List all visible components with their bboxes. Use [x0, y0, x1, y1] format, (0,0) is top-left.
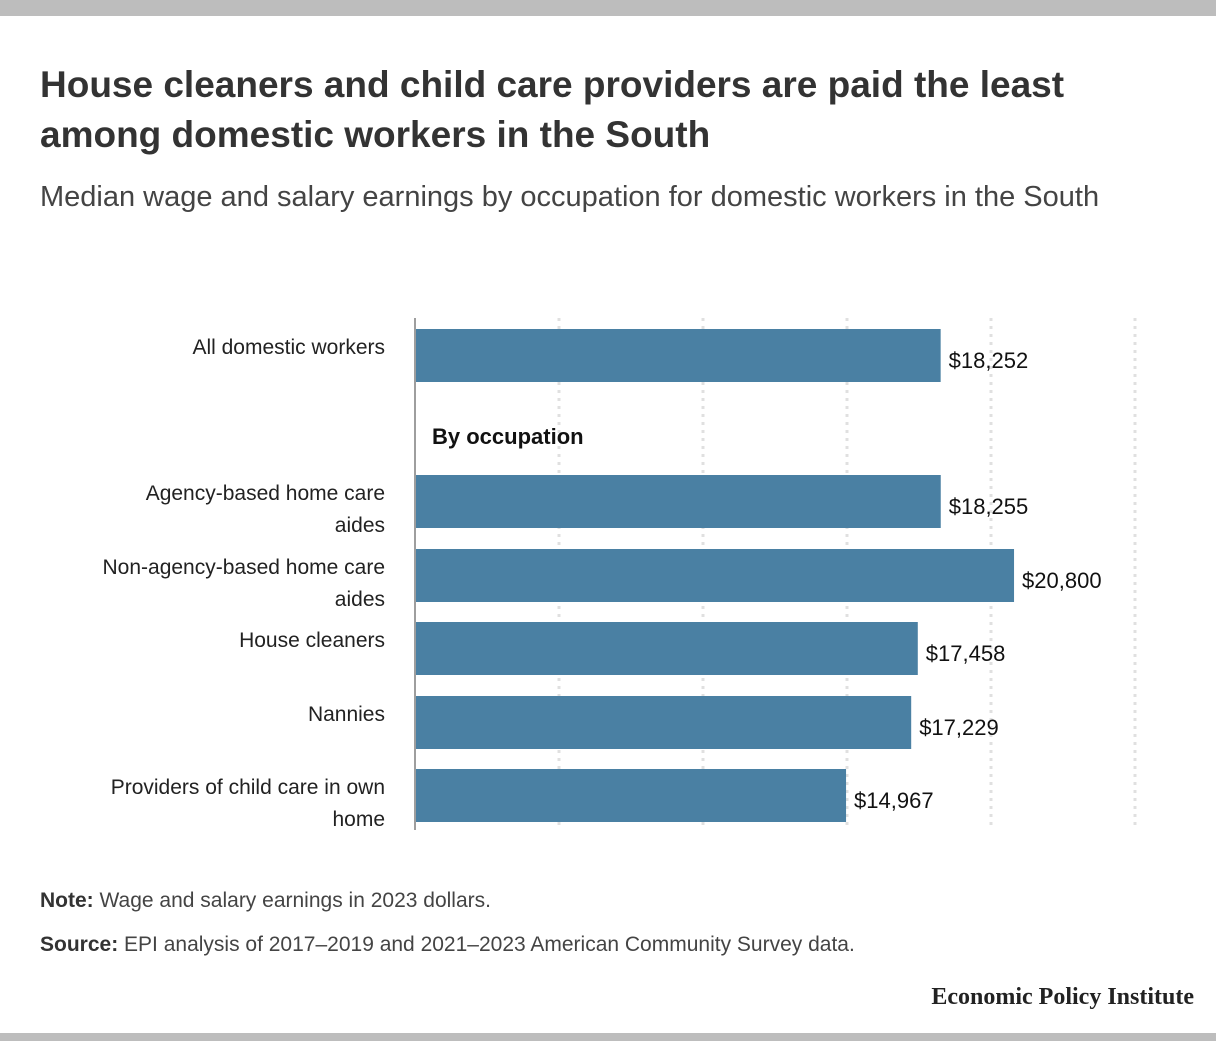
bar [416, 329, 941, 382]
chart-title: House cleaners and child care providers … [40, 64, 1065, 155]
category-label: home [332, 808, 385, 831]
category-label: Non-agency-based home care [103, 556, 386, 579]
top-border [0, 0, 1216, 16]
note-text: Wage and salary earnings in 2023 dollars… [93, 889, 491, 912]
value-label: $18,252 [949, 348, 1029, 373]
epi-logo: Economic Policy Institute [931, 984, 1194, 1010]
bar [416, 549, 1015, 602]
category-label: Nannies [308, 703, 385, 726]
source-text: EPI analysis of 2017–2019 and 2021–2023 … [118, 933, 855, 956]
bar [416, 622, 918, 675]
value-label: $17,229 [919, 715, 999, 740]
category-label: All domestic workers [192, 336, 385, 359]
category-label: Providers of child care in own [111, 776, 385, 799]
bar-chart: By occupation $18,252 All domestic workers… [103, 318, 1137, 831]
category-label: aides [335, 588, 385, 611]
bar [416, 769, 847, 822]
category-label: aides [335, 514, 385, 537]
value-label: $20,800 [1022, 568, 1102, 593]
chart-subtitle: Median wage and salary earnings by occup… [40, 181, 1100, 213]
value-label: $14,967 [854, 788, 934, 813]
note-label: Note: [40, 889, 94, 912]
source-label: Source: [40, 933, 119, 956]
category-label: House cleaners [239, 629, 385, 652]
value-label: $17,458 [926, 641, 1006, 666]
group-label-by-occupation: By occupation [432, 424, 584, 449]
bottom-border [0, 1033, 1216, 1041]
value-label: $18,255 [949, 494, 1029, 519]
bar [416, 696, 912, 749]
bar [416, 475, 941, 528]
chart-note: Note: Wage and salary earnings in 2023 d… [40, 889, 491, 913]
chart-source: Source: EPI analysis of 2017–2019 and 20… [40, 933, 855, 957]
category-label: Agency-based home care [146, 482, 385, 505]
